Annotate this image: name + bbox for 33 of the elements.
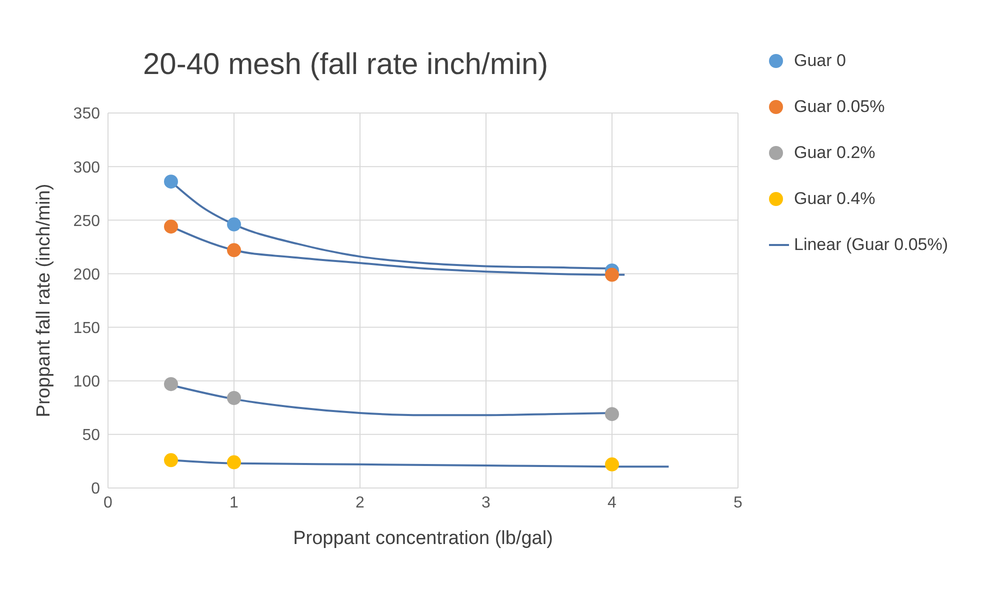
y-tick-label: 350 [73, 106, 100, 123]
x-tick-label: 1 [230, 494, 239, 512]
x-axis-title: Proppant concentration (lb/gal) [293, 528, 553, 549]
y-tick-label: 100 [73, 374, 100, 391]
y-tick-label: 250 [73, 212, 100, 230]
point [227, 243, 241, 258]
y-tick-label: 50 [82, 427, 100, 444]
point [605, 407, 619, 422]
x-tick-label: 5 [734, 494, 743, 512]
x-tick-label: 4 [608, 494, 617, 512]
point [605, 268, 619, 282]
point [164, 174, 178, 189]
legend-label: Guar 0.05% [794, 97, 885, 117]
point [164, 377, 178, 392]
point [227, 391, 241, 405]
legend-label: Guar 0.4% [794, 189, 876, 209]
legend-label: Linear (Guar 0.05%) [794, 235, 948, 255]
x-tick-label: 0 [104, 494, 113, 512]
y-tick-label: 0 [91, 480, 100, 498]
point [227, 455, 241, 470]
point [227, 217, 241, 232]
chart-title: 20-40 mesh (fall rate inch/min) [143, 48, 548, 82]
point [164, 453, 178, 468]
y-axis-title: Proppant fall rate (inch/min) [34, 184, 55, 418]
point [164, 220, 178, 234]
legend-label: Guar 0.2% [794, 143, 876, 163]
point [605, 457, 619, 472]
y-tick-label: 200 [73, 266, 100, 284]
x-tick-label: 2 [356, 494, 365, 512]
y-tick-label: 150 [73, 320, 100, 337]
x-tick-label: 3 [482, 494, 491, 512]
legend-label: Guar 0 [794, 51, 846, 71]
y-tick-label: 300 [73, 159, 100, 176]
